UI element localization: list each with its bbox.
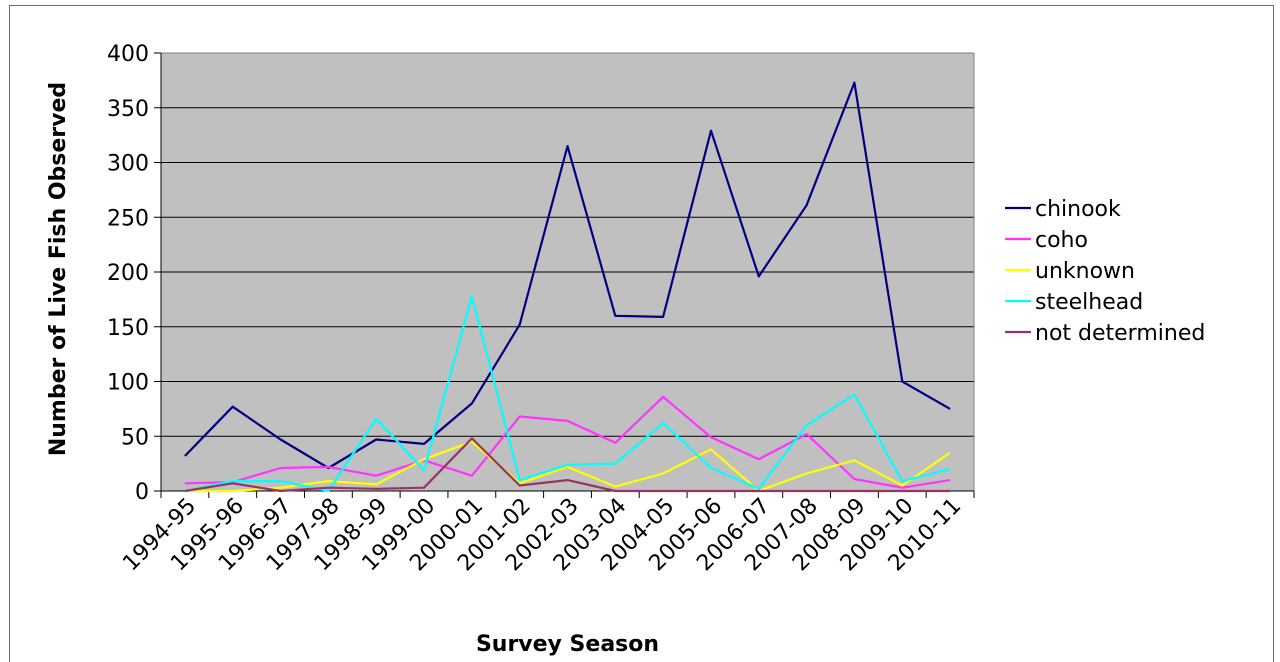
y-tick-label: 0 (135, 480, 149, 505)
y-tick-label: 350 (107, 97, 149, 122)
y-tick-label: 50 (121, 425, 149, 450)
series-line-chinook (184, 81, 951, 470)
series-line-unknown (184, 440, 951, 493)
legend-label: coho (1035, 228, 1088, 253)
x-axis-ticks: 1994-951995-961996-971997-981998-991999-… (118, 491, 975, 576)
x-axis-title: Survey Season (476, 632, 659, 657)
legend-label: steelhead (1035, 290, 1143, 315)
y-tick-label: 200 (107, 261, 149, 286)
legend-label: chinook (1035, 197, 1121, 222)
y-tick-label: 150 (107, 316, 149, 341)
y-tick-label: 250 (107, 206, 149, 231)
y-axis-title: Number of Live Fish Observed (46, 82, 71, 456)
legend: chinook coho unknown steelhead not determine… (1005, 197, 1205, 346)
legend-label: unknown (1035, 259, 1135, 284)
series-lines (184, 81, 951, 493)
series-line-coho (184, 395, 951, 489)
series-line-not-determined (184, 437, 951, 493)
chart-frame (9, 5, 1274, 662)
legend-label: not determined (1035, 321, 1205, 346)
y-tick-label: 300 (107, 152, 149, 177)
y-tick-label: 100 (107, 371, 149, 396)
y-tick-label: 400 (107, 42, 149, 67)
y-axis-ticks: 0 50 100 150 200 250 300 350 400 (107, 42, 161, 505)
